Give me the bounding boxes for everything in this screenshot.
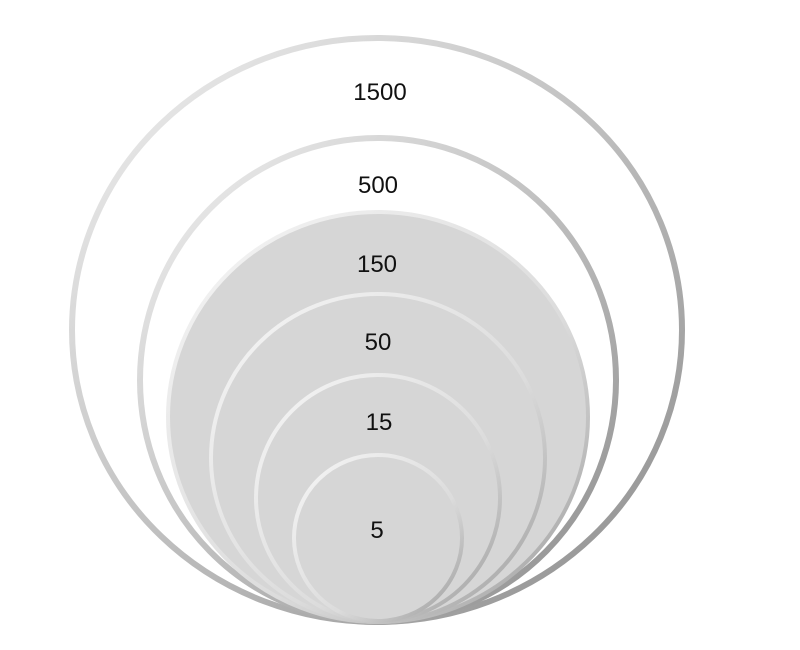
ring-5-disc xyxy=(292,453,464,623)
ring-5 xyxy=(292,453,464,623)
ring-label-5: 5 xyxy=(370,517,383,544)
ring-label-15: 15 xyxy=(366,409,393,436)
ring-label-50: 50 xyxy=(365,329,392,356)
ring-label-1500: 1500 xyxy=(353,79,406,106)
ring-label-150: 150 xyxy=(357,251,397,278)
ring-label-500: 500 xyxy=(358,172,398,199)
